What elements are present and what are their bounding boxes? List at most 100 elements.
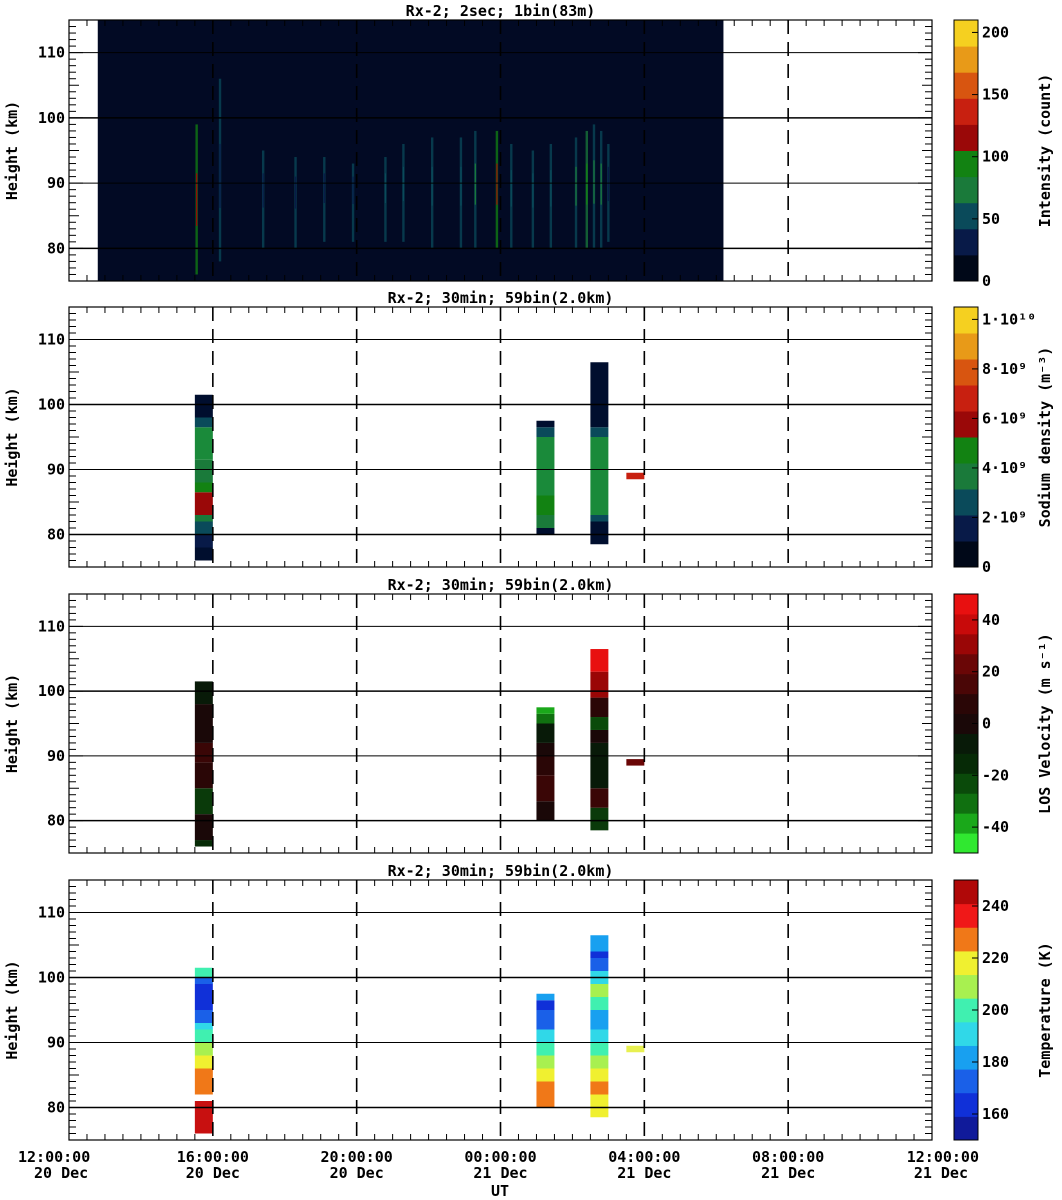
- data-cell: [194, 1094, 213, 1101]
- colorbar-label: Sodium density (m⁻³): [1036, 347, 1054, 528]
- data-cell: [590, 997, 609, 1010]
- colorbar: -40 -20 0 20 40 LOS Velocity (m s⁻¹): [953, 593, 1054, 854]
- data-cell: [536, 993, 555, 1001]
- data-cell: [194, 1068, 213, 1095]
- colorbar-swatch: [954, 613, 978, 635]
- data-cell: [536, 420, 555, 428]
- data-cell: [194, 814, 213, 841]
- data-cell: [590, 951, 609, 958]
- x-tick-label-time: 20:00:00: [321, 1148, 393, 1166]
- colorbar: 0 2·10⁹ 4·10⁹ 6·10⁹ 8·10⁹ 1·10¹⁰ Sodium densit…: [953, 306, 1054, 576]
- data-streak-core: [550, 170, 552, 207]
- data-cell: [194, 534, 213, 548]
- data-cell: [590, 1029, 609, 1043]
- y-axis-label: Height (km): [3, 960, 21, 1059]
- colorbar-tick-label: 8·10⁹: [982, 360, 1027, 378]
- colorbar-tick-label: 220: [982, 949, 1009, 967]
- colorbar-tick-label: -40: [982, 818, 1009, 836]
- colorbar-swatch: [954, 833, 978, 854]
- colorbar-swatch: [954, 653, 978, 675]
- colorbar-swatch: [954, 594, 978, 615]
- colorbar-tick-label: 150: [982, 86, 1009, 104]
- data-cell: [590, 729, 609, 743]
- data-streak-core: [586, 163, 588, 205]
- x-tick-label-time: 16:00:00: [177, 1148, 249, 1166]
- colorbar-tick-label: -20: [982, 766, 1009, 784]
- data-cell: [194, 762, 213, 789]
- data-cell: [626, 1045, 645, 1053]
- colorbar-swatch: [954, 713, 978, 734]
- data-cell: [194, 547, 213, 561]
- colorbar-tick-label: 200: [982, 23, 1009, 41]
- data-cell: [536, 801, 555, 821]
- colorbar-swatch: [954, 463, 978, 490]
- panel-title: Rx-2; 30min; 59bin(2.0km): [388, 576, 614, 594]
- colorbar-swatch: [954, 359, 978, 386]
- data-cell: [536, 723, 555, 743]
- data-cell: [536, 713, 555, 724]
- colorbar-swatch: [954, 950, 978, 976]
- data-streak-core: [323, 173, 325, 204]
- colorbar-swatch: [954, 793, 978, 814]
- panel-3: Rx-2; 30min; 59bin(2.0km) 80 90 100 110 Heigh…: [3, 576, 1054, 854]
- colorbar-tick-label: 50: [982, 210, 1000, 228]
- colorbar-swatch: [954, 411, 978, 438]
- data-cell: [536, 1081, 555, 1095]
- y-tick-label: 110: [38, 44, 65, 62]
- colorbar-tick-label: 40: [982, 611, 1000, 629]
- data-cell: [536, 1000, 555, 1010]
- y-tick-label: 100: [38, 396, 65, 414]
- data-cell: [536, 1055, 555, 1069]
- data-cell: [194, 417, 213, 428]
- colorbar-swatch: [954, 489, 978, 516]
- data-cell: [194, 788, 213, 815]
- data-cell: [194, 459, 213, 483]
- data-cell: [590, 671, 609, 698]
- colorbar-swatch: [954, 307, 978, 334]
- y-tick-label: 100: [38, 969, 65, 987]
- y-tick-label: 110: [38, 331, 65, 349]
- data-streak-core: [607, 166, 609, 202]
- colorbar-frame: [953, 19, 979, 282]
- colorbar-tick-label: 2·10⁹: [982, 508, 1027, 526]
- data-cell: [590, 427, 609, 437]
- panel-4: Rx-2; 30min; 59bin(2.0km) 80 90 100 110 Heigh…: [3, 862, 1054, 1200]
- colorbar-swatch: [954, 1021, 978, 1046]
- x-tick-label-time: 00:00:00: [464, 1148, 536, 1166]
- data-cell: [194, 1023, 213, 1030]
- data-cell: [536, 1042, 555, 1056]
- colorbar-label: Intensity (count): [1036, 74, 1054, 228]
- data-cell: [590, 717, 609, 730]
- colorbar-tick-label: 1·10¹⁰: [982, 310, 1036, 328]
- data-cell: [194, 840, 213, 847]
- panel-2: Rx-2; 30min; 59bin(2.0km) 80 90 100 110 Heigh…: [3, 289, 1054, 576]
- x-tick-label-date: 20 Dec: [34, 1164, 88, 1182]
- colorbar: 0 50 100 150 200 Intensity (count): [953, 19, 1054, 290]
- data-cell: [590, 1068, 609, 1082]
- colorbar-label: LOS Velocity (m s⁻¹): [1036, 633, 1054, 814]
- data-cell: [590, 788, 609, 808]
- x-tick-label-date: 21 Dec: [761, 1164, 815, 1182]
- panel-title: Rx-2; 30min; 59bin(2.0km): [388, 289, 614, 307]
- data-cell: [194, 1101, 213, 1134]
- data-streak-core: [460, 166, 462, 206]
- data-cell: [194, 681, 213, 705]
- colorbar-swatch: [954, 880, 978, 905]
- data-cell: [590, 362, 609, 428]
- colorbar-swatch: [954, 1092, 978, 1117]
- colorbar-tick-label: 6·10⁹: [982, 409, 1027, 427]
- x-tick-label-time: 12:00:00: [907, 1148, 979, 1166]
- colorbar-swatch: [954, 974, 978, 999]
- colorbar-swatch: [954, 202, 978, 230]
- x-tick-label-date: 20 Dec: [330, 1164, 384, 1182]
- data-cell: [536, 1029, 555, 1043]
- data-cell: [590, 742, 609, 789]
- data-streak-core: [262, 173, 264, 208]
- data-cell: [590, 984, 609, 997]
- colorbar: 160 180 200 220 240 Temperature (K): [953, 879, 1054, 1141]
- data-cell: [590, 437, 609, 515]
- panel-title: Rx-2; 30min; 59bin(2.0km): [388, 862, 614, 880]
- data-cell: [590, 697, 609, 718]
- colorbar-swatch: [954, 753, 978, 774]
